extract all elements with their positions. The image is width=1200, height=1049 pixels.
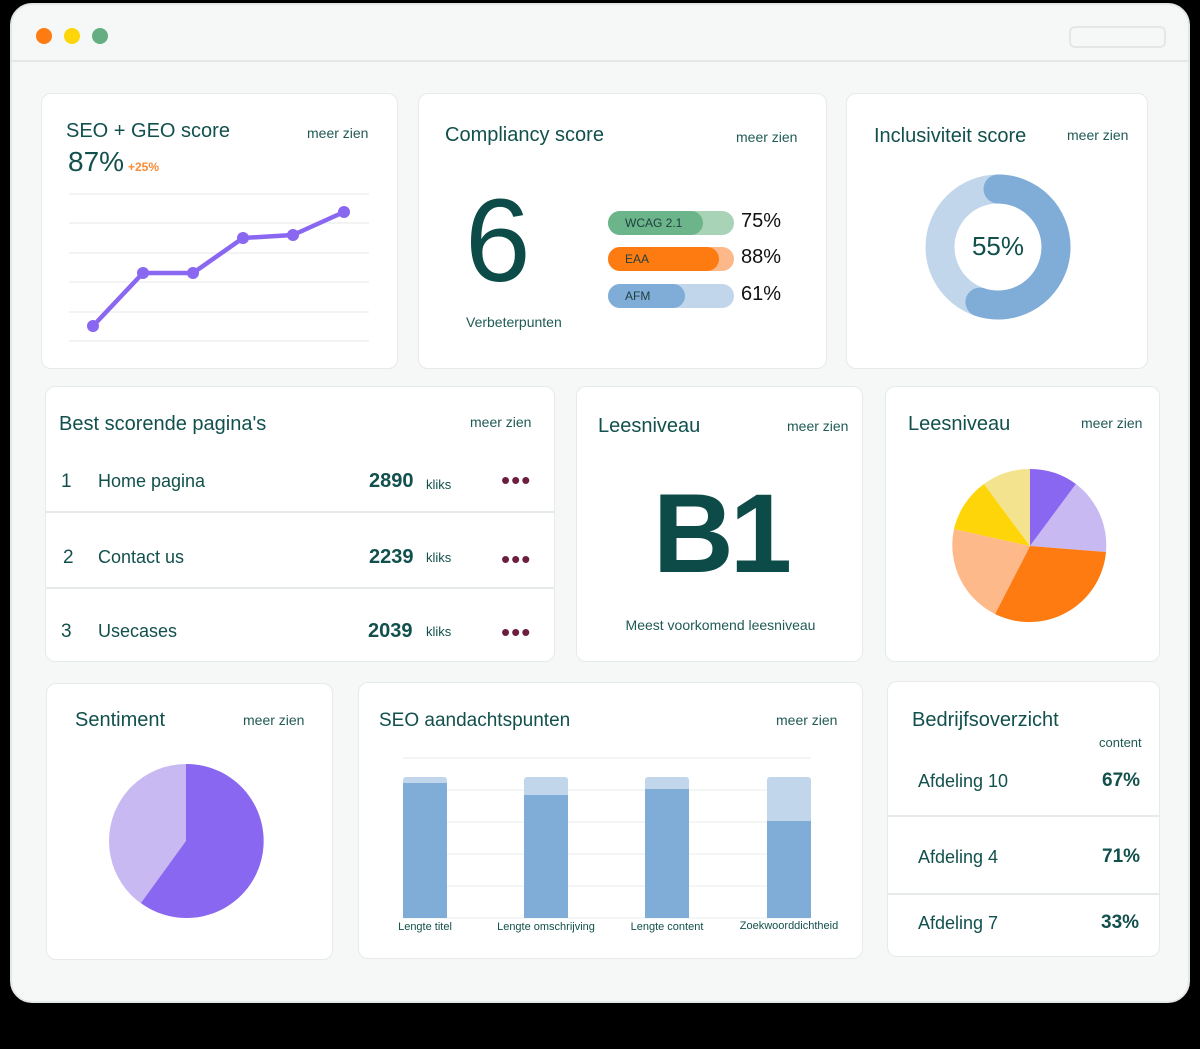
- data-point: [137, 267, 149, 279]
- reading-level-caption: Meest voorkomend leesniveau: [625, 617, 816, 633]
- x-axis-label: Lengte omschrijving: [497, 921, 595, 933]
- close-window-button[interactable]: [36, 28, 52, 44]
- compliancy-card: Compliancy score meer zien 6 Verbeterpun…: [418, 93, 827, 369]
- reading-level-card: Leesniveau meer zien B1 Meest voorkomend…: [576, 386, 863, 662]
- more-link[interactable]: meer zien: [1067, 127, 1129, 143]
- x-axis-label: Zoekwoorddichtheid: [739, 920, 839, 932]
- seo-points-card: SEO aandachtspunten meer zien Lengte tit…: [358, 682, 863, 959]
- improvement-label: Verbeterpunten: [466, 314, 562, 330]
- card-title: Compliancy score: [445, 124, 604, 146]
- card-title: Bedrijfsoverzicht: [912, 709, 1059, 731]
- line-chart: [69, 193, 369, 342]
- card-title: Leesniveau: [908, 413, 1011, 435]
- data-point: [87, 320, 99, 332]
- card-title: Sentiment: [75, 709, 166, 731]
- stacked-bar-chart: [403, 757, 811, 919]
- data-point: [187, 267, 199, 279]
- card-title: SEO + GEO score: [66, 120, 230, 142]
- minimize-window-button[interactable]: [64, 28, 80, 44]
- column-header: content: [1099, 735, 1142, 750]
- afm-percent: 61%: [741, 283, 782, 305]
- eaa-percent: 88%: [741, 246, 782, 268]
- card-title: SEO aandachtspunten: [379, 710, 571, 731]
- score-delta: +25%: [128, 160, 160, 174]
- pie-chart: [952, 468, 1107, 623]
- pie-chart: [109, 763, 264, 918]
- data-point: [237, 232, 249, 244]
- card-title: Inclusiviteit score: [874, 125, 1027, 147]
- more-link[interactable]: meer zien: [736, 129, 798, 145]
- more-link[interactable]: meer zien: [307, 125, 369, 141]
- more-link[interactable]: meer zien: [776, 712, 838, 728]
- data-point: [338, 206, 350, 218]
- eaa-bar: EAA: [608, 247, 734, 271]
- more-link[interactable]: meer zien: [470, 414, 532, 430]
- x-axis-label: Lengte titel: [398, 921, 452, 933]
- top-pages-card: Best scorende pagina's meer zien 1 Home …: [45, 386, 555, 662]
- wcag-bar: WCAG 2.1: [608, 211, 734, 235]
- seo-geo-card: SEO + GEO score meer zien 87% +25%: [41, 93, 398, 369]
- inclusiviteit-card: Inclusiviteit score meer zien 55%: [846, 93, 1148, 369]
- donut-chart: [925, 174, 1071, 320]
- improvement-count: 6: [465, 175, 531, 307]
- score-value: 87%: [68, 146, 125, 177]
- card-title: Leesniveau: [598, 415, 701, 437]
- address-bar[interactable]: [1069, 26, 1166, 48]
- reading-level-value: B1: [652, 471, 792, 596]
- more-options-icon[interactable]: •••: [501, 544, 532, 574]
- sentiment-card: Sentiment meer zien: [46, 683, 333, 960]
- data-point: [287, 229, 299, 241]
- maximize-window-button[interactable]: [92, 28, 108, 44]
- card-title: Best scorende pagina's: [59, 413, 267, 435]
- reading-level-pie-card: Leesniveau meer zien: [885, 386, 1160, 662]
- more-link[interactable]: meer zien: [243, 712, 305, 728]
- afm-bar: AFM: [608, 284, 734, 308]
- company-overview-card: Bedrijfsoverzicht content Afdeling 10 67…: [887, 681, 1160, 957]
- donut-value: 55%: [971, 231, 1025, 261]
- more-options-icon[interactable]: •••: [501, 465, 532, 495]
- title-bar: [12, 5, 1188, 62]
- more-link[interactable]: meer zien: [787, 418, 849, 434]
- more-options-icon[interactable]: •••: [501, 617, 532, 647]
- x-axis-label: Lengte content: [630, 921, 704, 933]
- wcag-percent: 75%: [741, 210, 782, 232]
- more-link[interactable]: meer zien: [1081, 415, 1143, 431]
